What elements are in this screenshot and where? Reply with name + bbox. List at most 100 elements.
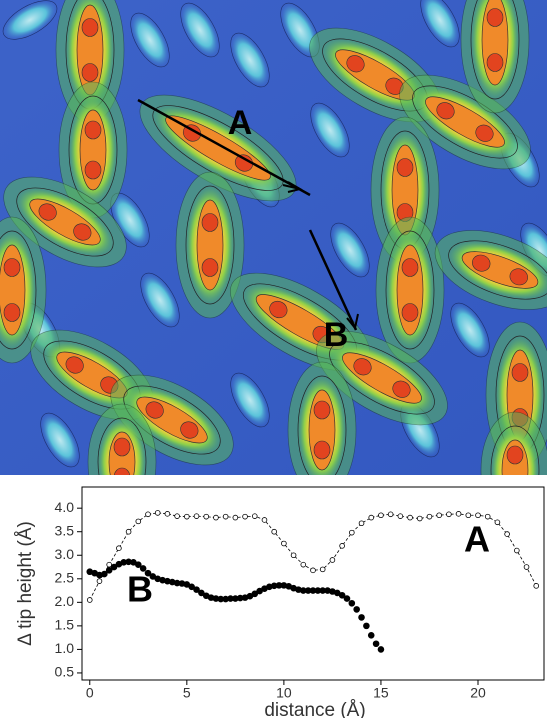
data-point xyxy=(251,590,259,598)
data-point xyxy=(343,595,351,602)
lobe xyxy=(509,268,528,286)
data-point xyxy=(377,646,385,653)
arrow xyxy=(308,229,358,331)
data-point xyxy=(213,514,219,521)
chart: 0 5 10 15 20 0.5 1.0 1.5 2.0 2.5 3.0 3.5 4.0 distance… xyxy=(15,486,545,718)
lobe xyxy=(401,303,419,322)
y-tick-label: 3.0 xyxy=(55,546,75,562)
data-point xyxy=(164,511,171,517)
data-point xyxy=(484,513,491,520)
data-point xyxy=(96,578,103,584)
data-point xyxy=(353,606,360,613)
lobe xyxy=(182,124,202,142)
data-point xyxy=(494,519,501,526)
lobe xyxy=(269,300,288,319)
bump xyxy=(450,302,490,358)
bump xyxy=(2,0,58,40)
data-point xyxy=(86,597,93,603)
data-point xyxy=(378,512,384,519)
y-tick-label: 1.5 xyxy=(55,617,75,633)
y-tick-label: 2.0 xyxy=(55,593,75,609)
data-point xyxy=(338,591,346,599)
y-tick-label: 1.0 xyxy=(55,640,75,656)
series-line xyxy=(89,512,537,601)
data-point xyxy=(135,518,142,525)
data-point xyxy=(475,512,481,519)
data-point xyxy=(358,614,365,621)
bump xyxy=(420,0,460,48)
data-point xyxy=(363,622,370,630)
bump xyxy=(40,412,80,468)
lobe xyxy=(201,213,219,232)
data-point xyxy=(426,513,433,520)
bump xyxy=(230,372,270,428)
data-point xyxy=(125,528,132,535)
arrowhead xyxy=(282,181,303,193)
y-tick-label: 0.5 xyxy=(55,664,75,680)
data-point xyxy=(523,564,530,570)
data-point xyxy=(232,514,239,521)
bump xyxy=(140,272,180,328)
data-point xyxy=(300,561,307,568)
data-point xyxy=(261,517,268,523)
cut-label: A xyxy=(228,104,253,142)
lobe xyxy=(401,258,419,277)
data-point xyxy=(446,511,452,518)
data-point xyxy=(372,640,380,648)
y-tick-label: 3.5 xyxy=(55,522,75,538)
lobe xyxy=(475,124,494,142)
lobe xyxy=(38,203,57,221)
lobe xyxy=(3,303,21,322)
bump xyxy=(180,2,220,58)
lobe xyxy=(81,63,99,82)
data-point xyxy=(242,513,248,520)
lobe xyxy=(472,254,491,272)
lobe xyxy=(201,258,219,277)
lobe xyxy=(65,356,84,374)
bump xyxy=(330,222,370,278)
x-axis-label: distance (Å) xyxy=(264,700,365,718)
data-point xyxy=(105,567,113,574)
lobe xyxy=(511,363,529,382)
lobe xyxy=(84,160,102,180)
lobe xyxy=(436,102,455,120)
stm-image: A B xyxy=(0,0,547,475)
lobe xyxy=(313,400,331,420)
data-point xyxy=(281,540,287,547)
data-point xyxy=(116,545,122,551)
data-point xyxy=(134,561,142,568)
lobe xyxy=(506,445,524,465)
data-point xyxy=(174,513,180,519)
x-tick-label: 15 xyxy=(373,685,389,701)
bump xyxy=(130,12,170,68)
data-point xyxy=(514,547,520,554)
lobe xyxy=(346,55,365,73)
data-point xyxy=(139,565,147,572)
lobe xyxy=(73,223,92,241)
data-point xyxy=(310,567,316,574)
data-point xyxy=(455,511,462,517)
cut-label: B xyxy=(324,316,349,354)
data-point xyxy=(368,514,375,521)
data-point xyxy=(290,552,297,559)
lobe xyxy=(353,358,372,376)
y-tick-label: 2.5 xyxy=(55,569,75,585)
data-point xyxy=(154,510,161,516)
data-point xyxy=(504,531,510,537)
data-point xyxy=(145,511,151,518)
data-point xyxy=(416,515,423,522)
lobe xyxy=(145,401,164,419)
lobe xyxy=(84,120,102,140)
data-point xyxy=(436,512,442,519)
data-point xyxy=(329,557,336,563)
y-tick-label: 4.0 xyxy=(55,499,75,515)
y-axis-label: Δ tip height (Å) xyxy=(15,521,36,646)
x-tick-label: 0 xyxy=(86,685,94,701)
data-point xyxy=(198,589,205,597)
arrowhead xyxy=(346,313,359,331)
lobe xyxy=(234,154,254,172)
data-point xyxy=(367,631,375,639)
data-point xyxy=(533,583,540,589)
data-point xyxy=(397,513,404,519)
lobe xyxy=(113,467,131,475)
